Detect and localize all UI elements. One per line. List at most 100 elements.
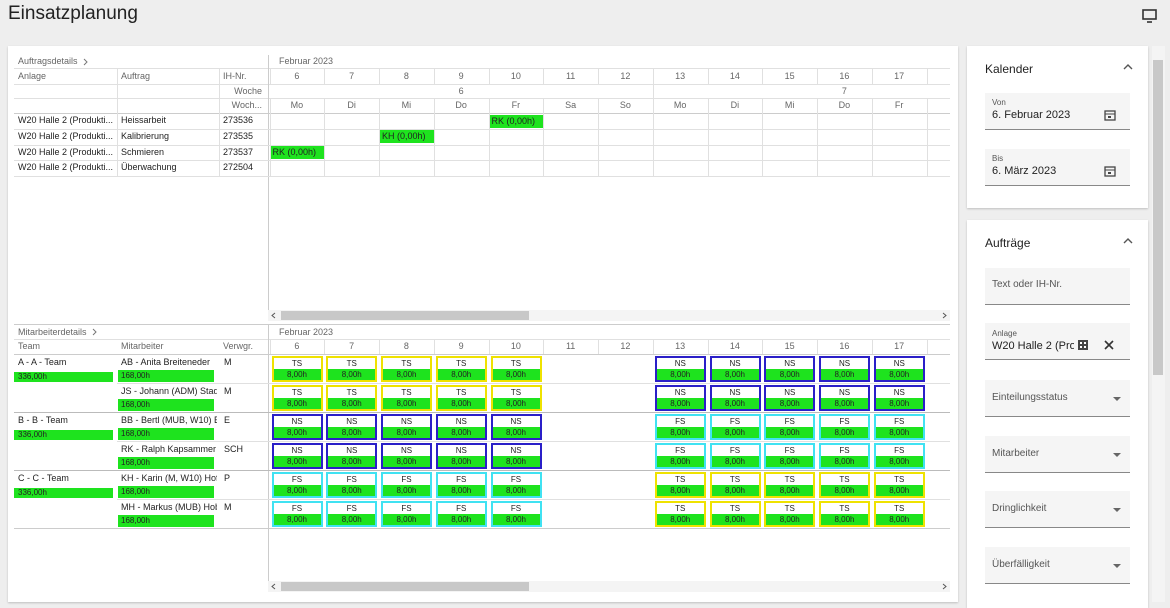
employee-group: M [224, 502, 232, 512]
grid-line [652, 68, 654, 84]
shift-code: TS [401, 359, 412, 368]
filter-label: Mitarbeiter [992, 447, 1040, 459]
h-scroll-thumb[interactable] [281, 311, 529, 320]
shift-hours: 8,00h [273, 369, 321, 380]
plant-value: W20 Halle 2 (Proc [992, 340, 1074, 352]
collapse-icon[interactable] [1122, 62, 1134, 72]
grid-line [817, 339, 818, 354]
filter-field[interactable] [985, 380, 1130, 417]
day-number: 13 [675, 71, 686, 81]
grid-line [14, 470, 950, 471]
h-scrollbar[interactable] [268, 310, 950, 321]
shift-hours: 8,00h [437, 485, 485, 496]
grid-line [871, 98, 873, 176]
clear-icon[interactable] [1103, 339, 1115, 351]
search-field[interactable] [985, 268, 1130, 305]
shift-code: FS [401, 504, 412, 513]
h-scroll-thumb[interactable] [281, 582, 529, 591]
day-number: 13 [675, 341, 686, 351]
grid-line [14, 128, 950, 130]
shift-code: FS [291, 504, 303, 513]
column-header: Team [18, 341, 41, 351]
shift-code: TS [510, 359, 522, 368]
filter-field[interactable] [985, 435, 1130, 473]
order-cell: Überwachung [121, 162, 177, 173]
shift-hours: 8,00h [711, 514, 759, 525]
weekday: Do [838, 100, 851, 110]
week-number: 7 [841, 86, 847, 96]
shift-hours: 8,00h [656, 514, 704, 525]
expand-icon[interactable] [82, 58, 90, 66]
calendar-icon[interactable] [1103, 164, 1117, 178]
grid-line [488, 339, 490, 354]
shift-code: TS [839, 504, 850, 513]
dropdown-arrow[interactable] [1113, 452, 1121, 457]
calendar-icon[interactable] [1103, 108, 1117, 122]
dropdown-arrow[interactable] [1113, 508, 1121, 512]
shift-code: NS [729, 359, 741, 368]
assignment-bar[interactable]: RK (0,00h) [489, 114, 544, 128]
column-header: Verwgr. [223, 341, 254, 351]
assignment-bar[interactable]: KH (0,00h) [380, 130, 434, 144]
section-title: Mitarbeiterdetails [18, 327, 87, 337]
to-label: Bis [992, 154, 1004, 163]
day-number: 10 [510, 71, 521, 81]
expand-icon[interactable] [91, 328, 99, 336]
shift-code: TS [784, 504, 795, 513]
h-scrollbar[interactable] [268, 581, 950, 592]
dropdown-arrow[interactable] [1113, 563, 1121, 568]
shift-code: FS [784, 417, 795, 426]
order-number-cell: 273535 [223, 130, 254, 141]
team-name: B - B - Team [18, 415, 68, 425]
from-field[interactable] [985, 93, 1130, 130]
week-label: Woche [234, 86, 262, 96]
grid-line [652, 98, 654, 176]
shift-hours: 8,00h [711, 369, 759, 380]
assignment-bar[interactable]: RK (0,00h) [270, 146, 325, 159]
shift-code: NS [838, 359, 851, 368]
filter-field[interactable] [985, 546, 1130, 584]
scroll-arrows[interactable] [268, 310, 950, 321]
plant-picker-icon[interactable] [1076, 338, 1090, 352]
plant-label: Anlage [992, 329, 1017, 338]
from-label: Von [992, 98, 1006, 107]
day-number: 15 [784, 71, 795, 81]
shift-hours: 8,00h [766, 398, 814, 409]
employee-name: KH - Karin (M, W10) Hofb [121, 473, 217, 483]
shift-hours: 8,00h [273, 427, 321, 438]
shift-code: TS [675, 475, 686, 484]
shift-code: NS [455, 446, 467, 455]
weekday: Di [347, 100, 356, 110]
team-hours: 336,00h [14, 488, 113, 498]
column-header: Auftrag [121, 71, 151, 81]
day-number: 11 [565, 341, 576, 351]
grid-line [14, 412, 950, 413]
scroll-arrows[interactable] [268, 581, 950, 592]
shift-code: TS [675, 504, 686, 513]
collapse-icon[interactable] [1122, 236, 1134, 246]
team-hours: 336,00h [14, 430, 113, 440]
day-number: 7 [349, 71, 355, 81]
grid-line [14, 84, 950, 85]
dropdown-arrow[interactable] [1113, 397, 1121, 401]
grid-line [117, 441, 950, 442]
shift-code: NS [291, 417, 303, 426]
day-number: 8 [403, 341, 409, 351]
grid-line [707, 98, 709, 176]
grid-line [268, 55, 269, 321]
employee-hours: 168,00h [118, 486, 214, 498]
day-number: 7 [349, 341, 355, 351]
filter-field[interactable] [985, 491, 1130, 528]
shift-code: FS [839, 446, 850, 455]
shift-code: FS [675, 417, 686, 426]
shift-hours: 8,00h [656, 398, 704, 409]
shift-code: TS [456, 388, 467, 397]
shift-code: TS [729, 475, 741, 484]
team-name: C - C - Team [18, 473, 69, 483]
employee-group: P [224, 473, 231, 483]
shift-hours: 8,00h [821, 485, 868, 496]
shift-code: FS [456, 475, 467, 484]
v-scroll-thumb[interactable] [1153, 60, 1163, 375]
monitor-icon[interactable] [1141, 8, 1159, 24]
employee-hours: 168,00h [118, 515, 214, 527]
